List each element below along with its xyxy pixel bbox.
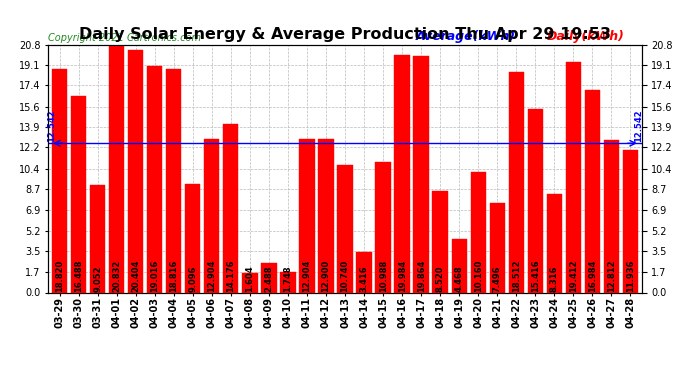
Text: 12.812: 12.812 xyxy=(607,260,615,292)
Text: Daily(kWh): Daily(kWh) xyxy=(546,30,624,42)
Bar xyxy=(185,184,201,292)
Bar xyxy=(52,69,68,292)
Bar xyxy=(528,109,543,292)
Bar xyxy=(509,72,524,292)
Bar xyxy=(357,252,372,292)
Text: 19.984: 19.984 xyxy=(397,260,406,292)
Bar xyxy=(147,66,162,292)
Text: 1.748: 1.748 xyxy=(284,266,293,292)
Text: 11.936: 11.936 xyxy=(626,260,635,292)
Text: 12.904: 12.904 xyxy=(208,260,217,292)
Bar xyxy=(299,139,315,292)
Bar xyxy=(90,185,106,292)
Text: 18.816: 18.816 xyxy=(169,260,178,292)
Bar xyxy=(451,239,466,292)
Bar xyxy=(318,139,333,292)
Text: 8.520: 8.520 xyxy=(435,266,444,292)
Text: 12.542: 12.542 xyxy=(47,110,56,142)
Text: Copyright 2021 Cartronics.com: Copyright 2021 Cartronics.com xyxy=(48,33,201,42)
Text: 20.404: 20.404 xyxy=(131,260,140,292)
Text: 4.468: 4.468 xyxy=(455,265,464,292)
Text: 10.160: 10.160 xyxy=(473,260,482,292)
Title: Daily Solar Energy & Average Production Thu Apr 29 19:53: Daily Solar Energy & Average Production … xyxy=(79,27,611,42)
Bar xyxy=(375,162,391,292)
Text: Average(kWh): Average(kWh) xyxy=(416,30,516,42)
Bar xyxy=(489,203,505,292)
Bar xyxy=(622,150,638,292)
Text: 19.016: 19.016 xyxy=(150,260,159,292)
Text: 8.316: 8.316 xyxy=(550,266,559,292)
Text: 10.988: 10.988 xyxy=(379,260,388,292)
Bar xyxy=(242,273,257,292)
Text: 12.904: 12.904 xyxy=(302,260,311,292)
Text: 7.496: 7.496 xyxy=(493,266,502,292)
Bar xyxy=(128,50,144,292)
Bar xyxy=(71,96,86,292)
Bar xyxy=(413,56,428,292)
Text: 18.512: 18.512 xyxy=(512,260,521,292)
Bar xyxy=(224,124,239,292)
Text: 14.176: 14.176 xyxy=(226,260,235,292)
Text: 3.416: 3.416 xyxy=(359,265,368,292)
Text: 9.096: 9.096 xyxy=(188,266,197,292)
Text: 10.740: 10.740 xyxy=(340,260,350,292)
Text: 20.832: 20.832 xyxy=(112,260,121,292)
Text: 19.412: 19.412 xyxy=(569,260,578,292)
Text: 1.604: 1.604 xyxy=(246,265,255,292)
Bar xyxy=(280,272,295,292)
Bar xyxy=(546,194,562,292)
Bar xyxy=(166,69,181,292)
Text: 2.488: 2.488 xyxy=(264,266,273,292)
Bar xyxy=(109,45,124,292)
Bar xyxy=(395,55,410,292)
Bar xyxy=(471,172,486,292)
Bar xyxy=(584,90,600,292)
Bar xyxy=(262,263,277,292)
Text: 16.984: 16.984 xyxy=(588,260,597,292)
Text: 9.052: 9.052 xyxy=(93,266,102,292)
Text: 16.488: 16.488 xyxy=(75,260,83,292)
Text: 15.416: 15.416 xyxy=(531,259,540,292)
Bar xyxy=(337,165,353,292)
Bar xyxy=(433,191,448,292)
Bar xyxy=(604,140,619,292)
Text: 18.820: 18.820 xyxy=(55,260,64,292)
Text: 12.900: 12.900 xyxy=(322,260,331,292)
Bar xyxy=(566,62,581,292)
Text: 19.864: 19.864 xyxy=(417,260,426,292)
Text: 12.542: 12.542 xyxy=(634,110,643,142)
Bar xyxy=(204,139,219,292)
